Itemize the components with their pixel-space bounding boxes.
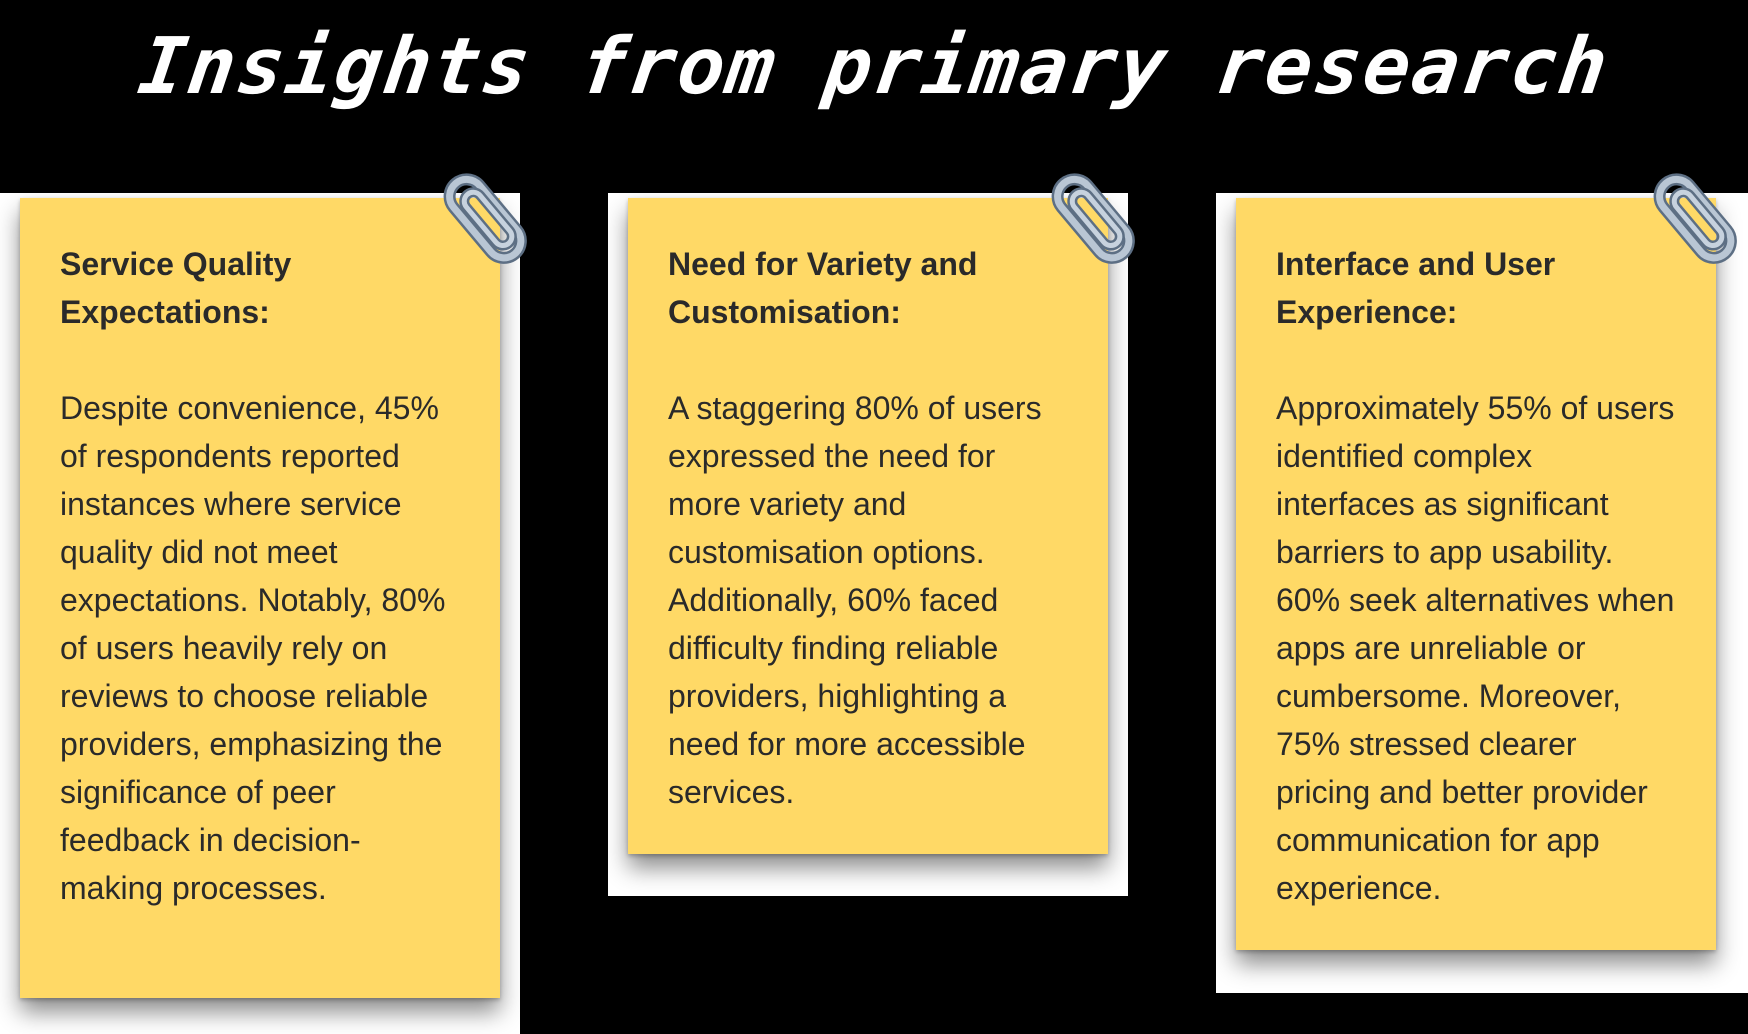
sticky-note-3: Interface and User Experience: Approxima… — [1236, 198, 1716, 950]
note-heading: Interface and User Experience: — [1276, 246, 1556, 330]
paperclip-icon — [1653, 173, 1737, 264]
note-heading: Service Quality Expectations: — [60, 246, 292, 330]
paperclip-icon — [443, 173, 527, 264]
sticky-note-1: Service Quality Expectations: Despite co… — [20, 198, 500, 998]
paperclip-icon — [1051, 173, 1135, 264]
note-body: Approximately 55% of users identified co… — [1276, 390, 1675, 906]
note-body: Despite convenience, 45% of respondents … — [60, 390, 446, 906]
sticky-note-2: Need for Variety and Customisation: A st… — [628, 198, 1108, 854]
note-heading: Need for Variety and Customisation: — [668, 246, 978, 330]
page-title: Insights from primary research — [133, 22, 1615, 112]
note-body: A staggering 80% of users expressed the … — [668, 390, 1042, 810]
